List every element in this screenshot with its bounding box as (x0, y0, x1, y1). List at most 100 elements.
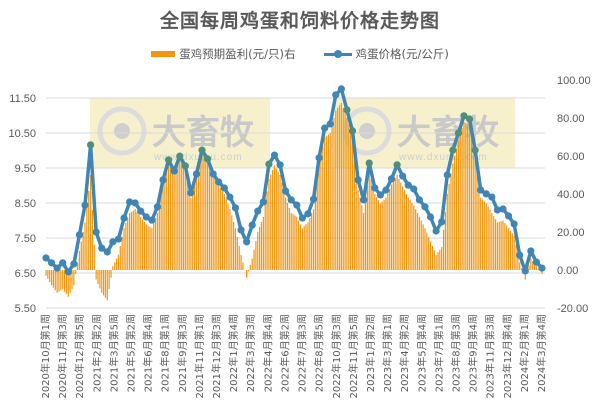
x-axis-tick-label: 2021年6月第4周 (142, 314, 155, 392)
profit-bar (355, 172, 357, 270)
profit-bar (331, 125, 333, 270)
egg-price-marker (254, 207, 262, 215)
profit-bar (344, 112, 346, 270)
profit-bar (240, 254, 242, 270)
profit-bar (246, 270, 248, 278)
profit-bar (363, 213, 365, 270)
profit-bar (231, 215, 233, 270)
x-axis-tick-label: 2020年11月第3周 (56, 314, 69, 399)
x-axis-tick-label: 2021年5月第2周 (125, 314, 138, 392)
profit-bar (403, 190, 406, 270)
right-axis-tick-label: 60.00 (557, 151, 585, 163)
profit-bar (309, 218, 311, 270)
profit-bar (520, 268, 523, 270)
profit-bar (370, 178, 372, 270)
profit-bar (277, 171, 279, 270)
egg-price-marker (98, 244, 106, 252)
egg-price-marker (137, 207, 145, 215)
profit-bar (507, 228, 510, 270)
egg-price-marker (59, 259, 67, 267)
profit-bar (218, 184, 220, 270)
profit-bar (472, 145, 474, 270)
left-axis-tick-label: 8.50 (15, 198, 36, 210)
profit-bar (175, 168, 177, 270)
egg-price-marker (243, 238, 251, 246)
profit-bar (205, 156, 207, 270)
profit-bar (316, 180, 318, 270)
egg-price-marker (75, 231, 84, 239)
profit-bar (71, 270, 73, 289)
egg-price-marker (287, 196, 295, 204)
profit-bar (398, 178, 400, 270)
profit-bar (281, 182, 283, 270)
profit-bar (311, 213, 313, 270)
egg-price-marker (532, 258, 541, 266)
profit-bar (351, 137, 354, 270)
profit-bar (394, 178, 396, 270)
profit-bar (509, 230, 512, 270)
profit-bar (366, 185, 368, 270)
egg-price-marker (282, 187, 290, 195)
egg-price-marker (443, 171, 451, 179)
profit-bar (517, 253, 519, 270)
profit-bar (292, 214, 294, 270)
profit-bar (353, 154, 355, 270)
egg-price-marker (81, 201, 89, 209)
x-axis-tick-label: 2024年3月第4周 (535, 314, 548, 392)
profit-bar (301, 228, 303, 270)
profit-bar (164, 176, 166, 270)
x-axis-tick-label: 2023年7月第1周 (432, 314, 445, 392)
profit-bar (249, 264, 251, 270)
profit-bar (138, 214, 140, 270)
egg-price-marker (293, 201, 301, 209)
profit-bar (203, 153, 205, 270)
profit-bar (227, 204, 229, 270)
profit-bar (114, 262, 116, 270)
profit-bar (537, 268, 539, 270)
profit-bar (504, 223, 506, 270)
profit-bar (136, 211, 138, 270)
profit-bar (199, 157, 201, 270)
egg-price-marker (109, 238, 117, 246)
profit-bar (476, 169, 478, 270)
profit-bar (340, 102, 342, 270)
profit-bar (95, 270, 97, 280)
profit-bar (257, 232, 259, 270)
profit-bar (320, 156, 322, 270)
egg-price-marker (187, 189, 195, 197)
profit-bar (47, 270, 49, 279)
x-axis-tick-label: 2022年11月第5周 (347, 314, 360, 399)
profit-bar (446, 194, 448, 270)
profit-bar (441, 247, 443, 270)
egg-price-marker (304, 210, 312, 218)
egg-price-marker (309, 195, 318, 203)
egg-price-marker (382, 186, 390, 194)
x-axis-tick-label: 2020年12月第5周 (73, 314, 86, 399)
profit-bar (253, 249, 255, 270)
egg-price-marker (125, 198, 134, 206)
egg-price-marker (504, 212, 513, 220)
egg-price-marker (270, 151, 279, 159)
profit-bar (418, 216, 420, 270)
profit-bar (327, 134, 329, 270)
egg-price-marker (181, 162, 189, 170)
profit-bar (357, 190, 359, 270)
x-axis-tick-label: 2021年12月第3周 (210, 314, 223, 399)
egg-price-marker (237, 226, 245, 234)
profit-bar (489, 209, 491, 270)
profit-bar (481, 199, 484, 270)
profit-bar (225, 199, 227, 270)
right-axis-tick-label: 0.00 (557, 265, 578, 277)
profit-bar (457, 140, 460, 270)
profit-bar (141, 219, 144, 270)
profit-bar (171, 169, 173, 270)
x-axis-tick-label: 2023年9月第4周 (467, 314, 480, 392)
profit-bar (533, 263, 536, 270)
profit-bar (158, 203, 160, 270)
profit-bar (392, 181, 394, 270)
chart-legend: 蛋鸡预期盈利(元/只)右 鸡蛋价格(元/公斤) (0, 46, 600, 62)
egg-price-marker (438, 218, 446, 226)
profit-bar (63, 270, 66, 292)
profit-bar (134, 209, 136, 270)
egg-price-line (42, 85, 546, 276)
